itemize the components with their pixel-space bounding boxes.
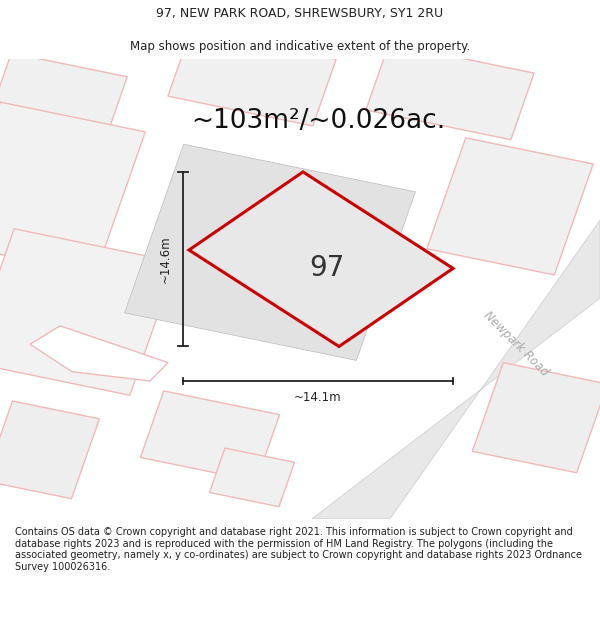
Text: 97: 97: [310, 254, 344, 282]
Polygon shape: [427, 138, 593, 275]
Polygon shape: [0, 53, 127, 130]
Polygon shape: [168, 29, 336, 126]
Text: ~14.1m: ~14.1m: [294, 391, 342, 404]
Polygon shape: [125, 144, 415, 361]
Polygon shape: [189, 172, 453, 346]
Text: 97, NEW PARK ROAD, SHREWSBURY, SY1 2RU: 97, NEW PARK ROAD, SHREWSBURY, SY1 2RU: [157, 6, 443, 19]
Text: ~103m²/~0.026ac.: ~103m²/~0.026ac.: [191, 108, 445, 134]
Polygon shape: [0, 401, 100, 499]
Polygon shape: [140, 391, 280, 481]
Polygon shape: [30, 326, 168, 381]
Polygon shape: [209, 448, 295, 507]
Text: ~14.6m: ~14.6m: [159, 236, 172, 283]
Polygon shape: [0, 102, 145, 274]
Text: Newpark Road: Newpark Road: [481, 309, 551, 379]
Polygon shape: [366, 43, 534, 139]
Polygon shape: [0, 229, 176, 395]
Text: Map shows position and indicative extent of the property.: Map shows position and indicative extent…: [130, 40, 470, 52]
Text: Contains OS data © Crown copyright and database right 2021. This information is : Contains OS data © Crown copyright and d…: [15, 528, 582, 572]
Polygon shape: [472, 362, 600, 472]
Polygon shape: [312, 220, 600, 519]
